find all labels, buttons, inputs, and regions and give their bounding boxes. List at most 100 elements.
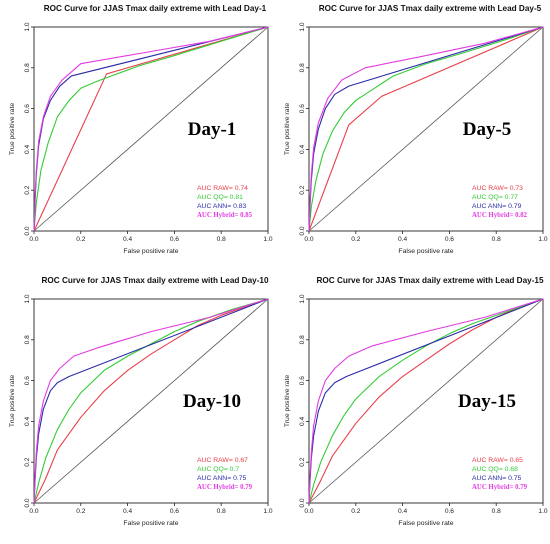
x-tick-label: 0.6 [445, 508, 454, 515]
y-axis-label: True positive rate [9, 103, 16, 155]
y-tick-label: 0.2 [24, 185, 31, 194]
series-line-hybrid [33, 298, 269, 504]
x-tick-label: 0.8 [492, 236, 501, 243]
legend-entry-raw: AUC RAW= 0.65 [472, 457, 523, 464]
y-tick-label: 0.0 [299, 498, 306, 507]
chart-title: ROC Curve for JJAS Tmax daily extreme wi… [41, 276, 269, 285]
roc-chart-day-5: ROC Curve for JJAS Tmax daily extreme wi… [284, 4, 548, 255]
x-tick-label: 0.0 [304, 508, 313, 515]
y-tick-label: 0.6 [299, 104, 306, 113]
y-tick-label: 0.0 [24, 498, 31, 507]
y-tick-label: 0.8 [24, 63, 31, 72]
roc-panel-day-5: ROC Curve for JJAS Tmax daily extreme wi… [275, 0, 550, 272]
legend-entry-ann: AUC ANN= 0.79 [472, 203, 522, 210]
y-tick-label: 0.2 [299, 185, 306, 194]
x-tick-label: 0.2 [351, 236, 360, 243]
legend-entry-qq: AUC QQ= 0.68 [472, 466, 518, 473]
x-tick-label: 0.0 [29, 236, 38, 243]
x-axis-label: False positive rate [123, 248, 178, 255]
y-tick-label: 0.6 [24, 376, 31, 385]
series-line-qq [33, 298, 269, 504]
roc-chart-day-1: ROC Curve for JJAS Tmax daily extreme wi… [9, 4, 273, 255]
legend-entry-raw: AUC RAW= 0.73 [472, 185, 523, 192]
legend-entry-ann: AUC ANN= 0.75 [197, 475, 247, 482]
y-tick-label: 1.0 [299, 294, 306, 303]
y-tick-label: 0.4 [299, 416, 306, 425]
y-tick-label: 0.2 [299, 457, 306, 466]
roc-chart-day-10: ROC Curve for JJAS Tmax daily extreme wi… [9, 276, 273, 527]
x-tick-label: 0.8 [217, 508, 226, 515]
x-axis-label: False positive rate [123, 520, 178, 527]
y-tick-label: 0.8 [24, 335, 31, 344]
series-line-raw [308, 26, 544, 232]
x-tick-label: 1.0 [538, 508, 547, 515]
x-tick-label: 0.2 [76, 508, 85, 515]
x-tick-label: 0.0 [304, 236, 313, 243]
legend-entry-raw: AUC RAW= 0.67 [197, 457, 248, 464]
plot-frame [308, 298, 544, 504]
x-tick-label: 0.4 [398, 236, 407, 243]
x-tick-label: 0.0 [29, 508, 38, 515]
series-line-hybrid [308, 298, 544, 504]
x-tick-label: 0.4 [123, 508, 132, 515]
x-tick-label: 0.4 [398, 508, 407, 515]
chart-title: ROC Curve for JJAS Tmax daily extreme wi… [316, 276, 544, 285]
y-tick-label: 0.6 [24, 104, 31, 113]
x-tick-label: 1.0 [263, 236, 272, 243]
y-tick-label: 0.4 [24, 416, 31, 425]
series-line-raw [33, 298, 269, 504]
y-tick-label: 0.8 [299, 335, 306, 344]
chart-title: ROC Curve for JJAS Tmax daily extreme wi… [319, 4, 542, 13]
x-tick-label: 0.2 [76, 236, 85, 243]
series-line-qq [308, 298, 544, 504]
y-tick-label: 0.0 [24, 226, 31, 235]
series-line-raw [33, 26, 269, 232]
legend-entry-hybrid: AUC Hybrid= 0.85 [197, 212, 253, 219]
roc-panel-day-1: ROC Curve for JJAS Tmax daily extreme wi… [0, 0, 275, 272]
day-annotation: Day-5 [463, 119, 512, 140]
x-tick-label: 0.6 [170, 508, 179, 515]
plot-frame [33, 26, 269, 232]
diagonal-reference-line [33, 26, 269, 232]
legend-entry-qq: AUC QQ= 0.77 [472, 194, 518, 201]
roc-chart-day-15: ROC Curve for JJAS Tmax daily extreme wi… [284, 276, 548, 527]
series-line-hybrid [33, 26, 269, 232]
y-tick-label: 0.2 [24, 457, 31, 466]
y-axis-label: True positive rate [9, 375, 16, 427]
diagonal-reference-line [308, 26, 544, 232]
y-tick-label: 0.4 [24, 144, 31, 153]
day-annotation: Day-10 [183, 391, 241, 412]
y-tick-label: 1.0 [24, 22, 31, 31]
roc-panel-day-15: ROC Curve for JJAS Tmax daily extreme wi… [275, 272, 550, 544]
x-axis-label: False positive rate [398, 520, 453, 527]
y-tick-label: 0.6 [299, 376, 306, 385]
series-line-qq [33, 26, 269, 232]
x-axis-label: False positive rate [398, 248, 453, 255]
legend-entry-qq: AUC QQ= 0.7 [197, 466, 239, 473]
chart-title: ROC Curve for JJAS Tmax daily extreme wi… [44, 4, 267, 13]
day-annotation: Day-15 [458, 391, 516, 412]
y-axis-label: True positive rate [284, 375, 291, 427]
legend-entry-ann: AUC ANN= 0.83 [197, 203, 247, 210]
plot-frame [33, 298, 269, 504]
y-axis-label: True positive rate [284, 103, 291, 155]
series-line-qq [308, 26, 544, 232]
x-tick-label: 0.6 [445, 236, 454, 243]
x-tick-label: 0.2 [351, 508, 360, 515]
legend-entry-hybrid: AUC Hybrid= 0.79 [472, 484, 528, 491]
x-tick-label: 0.6 [170, 236, 179, 243]
y-tick-label: 1.0 [299, 22, 306, 31]
x-tick-label: 0.8 [217, 236, 226, 243]
y-tick-label: 0.0 [299, 226, 306, 235]
x-tick-label: 0.4 [123, 236, 132, 243]
legend-entry-hybrid: AUC Hybrid= 0.79 [197, 484, 253, 491]
y-tick-label: 0.4 [299, 144, 306, 153]
diagonal-reference-line [308, 298, 544, 504]
x-tick-label: 1.0 [263, 508, 272, 515]
day-annotation: Day-1 [188, 119, 237, 140]
series-line-hybrid [308, 26, 544, 232]
x-tick-label: 0.8 [492, 508, 501, 515]
legend-entry-raw: AUC RAW= 0.74 [197, 185, 248, 192]
y-tick-label: 0.8 [299, 63, 306, 72]
legend-entry-hybrid: AUC Hybrid= 0.82 [472, 212, 528, 219]
